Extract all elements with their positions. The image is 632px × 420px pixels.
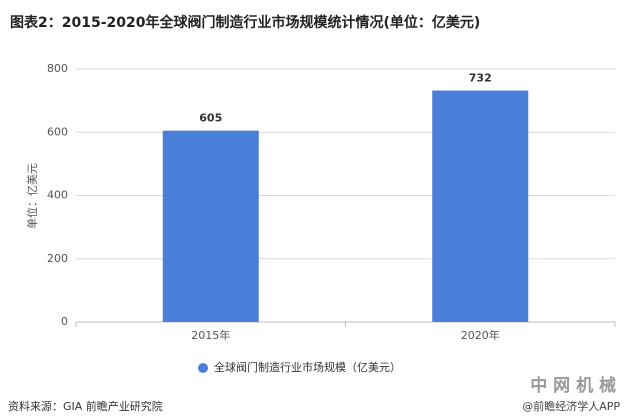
y-tick-label: 200: [47, 252, 68, 265]
y-tick-label: 800: [47, 62, 68, 75]
source: 资料来源：GIA 前瞻产业研究院: [8, 399, 163, 413]
value-label: 605: [199, 112, 222, 125]
bar: [162, 130, 259, 322]
watermark: 中 网 机 械: [530, 375, 616, 396]
y-tick-label: 400: [47, 189, 68, 202]
legend-marker: [198, 363, 208, 373]
chart-title: 图表2：2015-2020年全球阀门制造行业市场规模统计情况(单位：亿美元): [10, 14, 480, 31]
legend-label: 全球阀门制造行业市场规模（亿美元）: [214, 360, 401, 374]
y-tick-label: 600: [47, 125, 68, 138]
x-tick-label: 2020年: [461, 328, 500, 342]
x-tick-label: 2015年: [191, 328, 230, 342]
credit: @前瞻经济学人APP: [522, 399, 620, 413]
bar: [432, 90, 529, 322]
y-axis-label: 单位：亿美元: [25, 163, 39, 229]
value-label: 732: [469, 72, 492, 85]
y-tick-label: 0: [61, 315, 68, 328]
